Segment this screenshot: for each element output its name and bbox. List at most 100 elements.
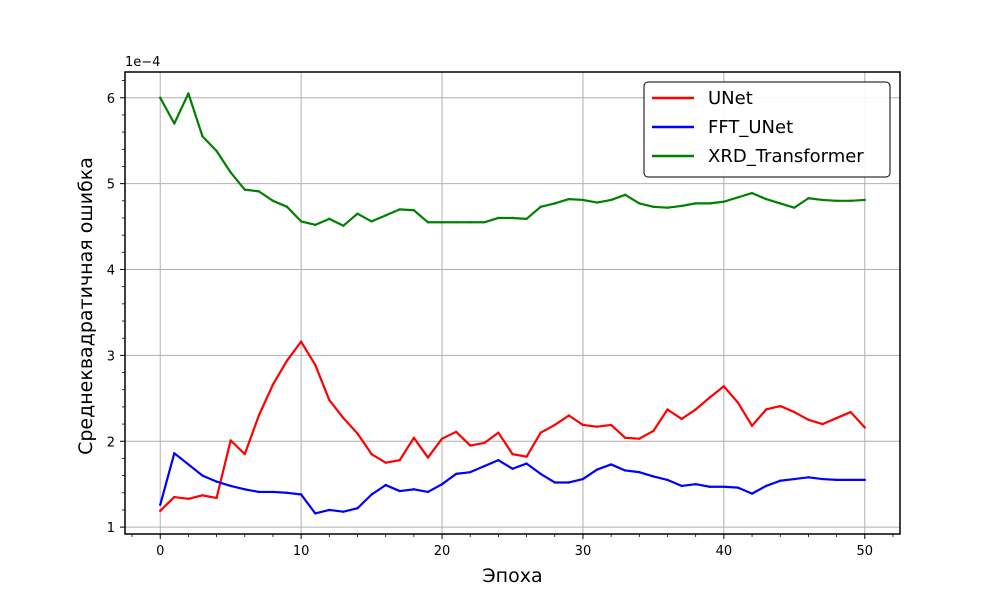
data-point-xrd-transformer xyxy=(722,200,726,203)
data-point-xrd-transformer xyxy=(201,135,204,138)
y-tick-label: 4 xyxy=(107,264,115,279)
data-point-xrd-transformer xyxy=(398,208,401,211)
data-point-unet xyxy=(539,431,542,434)
data-point-fft-unet xyxy=(342,510,345,513)
data-point-fft-unet xyxy=(609,463,613,466)
data-point-unet xyxy=(314,363,317,367)
data-point-fft-unet xyxy=(229,484,232,488)
data-point-xrd-transformer xyxy=(849,199,852,203)
data-point-fft-unet xyxy=(835,478,838,482)
data-point-fft-unet xyxy=(454,472,458,476)
legend-label-unet: UNet xyxy=(708,88,753,109)
x-tick-label: 50 xyxy=(856,544,873,559)
data-point-unet xyxy=(384,461,387,464)
data-point-unet xyxy=(299,340,303,343)
data-point-fft-unet xyxy=(680,484,683,488)
data-point-unet xyxy=(370,452,373,456)
data-point-xrd-transformer xyxy=(426,221,430,224)
x-tick-label: 10 xyxy=(293,544,310,559)
x-tick-label: 40 xyxy=(716,544,733,559)
legend-box xyxy=(643,81,891,178)
data-point-unet xyxy=(779,404,782,408)
data-point-xrd-transformer xyxy=(624,193,627,196)
y-axis-title: Среднеквадратичная ошибка xyxy=(75,157,97,455)
data-point-xrd-transformer xyxy=(483,221,486,224)
x-tick-label: 0 xyxy=(156,544,164,559)
data-point-xrd-transformer xyxy=(285,205,289,209)
data-point-xrd-transformer xyxy=(638,202,641,205)
data-point-fft-unet xyxy=(469,470,472,474)
data-point-fft-unet xyxy=(187,463,190,466)
data-point-xrd-transformer xyxy=(708,202,711,205)
data-point-unet xyxy=(201,494,204,497)
data-point-fft-unet xyxy=(652,475,655,478)
data-point-fft-unet xyxy=(483,464,486,468)
data-point-unet xyxy=(553,423,556,427)
data-point-fft-unet xyxy=(257,490,261,494)
x-tick-label: 30 xyxy=(575,544,592,559)
series-line-unet xyxy=(159,340,866,512)
data-point-unet xyxy=(187,497,190,500)
x-axis-title: Эпоха xyxy=(482,565,542,587)
data-point-unet xyxy=(328,398,331,402)
data-point-xrd-transformer xyxy=(370,220,373,223)
data-point-xrd-transformer xyxy=(187,92,190,95)
data-point-unet xyxy=(215,496,218,500)
data-point-xrd-transformer xyxy=(271,199,275,203)
data-point-xrd-transformer xyxy=(454,221,458,224)
data-point-xrd-transformer xyxy=(299,220,303,223)
data-point-fft-unet xyxy=(285,491,289,494)
data-point-fft-unet xyxy=(764,484,768,488)
data-point-fft-unet xyxy=(595,468,599,471)
data-point-xrd-transformer xyxy=(835,199,838,203)
data-point-xrd-transformer xyxy=(793,206,796,209)
data-point-unet xyxy=(285,359,289,362)
data-point-xrd-transformer xyxy=(581,198,585,202)
legend-label-xrd-transformer: XRD_Transformer xyxy=(708,146,864,167)
data-point-fft-unet xyxy=(624,469,627,472)
data-point-unet xyxy=(525,455,528,458)
data-point-xrd-transformer xyxy=(764,197,768,201)
data-point-fft-unet xyxy=(638,470,641,474)
data-point-xrd-transformer xyxy=(342,224,345,227)
data-point-unet xyxy=(638,437,641,440)
data-point-unet xyxy=(863,426,866,429)
data-point-fft-unet xyxy=(736,486,740,489)
data-point-fft-unet xyxy=(750,492,754,495)
data-point-unet xyxy=(356,432,359,435)
data-point-unet xyxy=(680,417,683,421)
data-point-unet xyxy=(483,441,486,445)
data-point-xrd-transformer xyxy=(257,190,261,193)
data-point-fft-unet xyxy=(426,490,430,494)
data-point-xrd-transformer xyxy=(469,221,472,224)
series-lines xyxy=(159,92,866,515)
data-point-fft-unet xyxy=(722,485,726,488)
data-point-fft-unet xyxy=(271,490,275,494)
data-point-unet xyxy=(469,444,472,447)
legend-label-fft-unet: FFT_UNet xyxy=(708,117,793,138)
data-point-fft-unet xyxy=(412,488,416,491)
y-tick-label: 5 xyxy=(107,178,115,193)
data-point-fft-unet xyxy=(708,485,711,488)
data-point-unet xyxy=(849,410,852,414)
y-tick-label: 6 xyxy=(107,92,115,107)
data-point-xrd-transformer xyxy=(539,205,542,209)
data-point-xrd-transformer xyxy=(750,191,754,195)
data-point-unet xyxy=(511,452,514,456)
data-point-xrd-transformer xyxy=(694,202,697,205)
data-point-unet xyxy=(440,437,444,440)
data-point-unet xyxy=(398,458,401,462)
data-point-fft-unet xyxy=(398,489,401,493)
data-point-xrd-transformer xyxy=(412,209,416,212)
data-point-xrd-transformer xyxy=(821,198,824,202)
data-point-fft-unet xyxy=(215,480,218,483)
data-point-unet xyxy=(722,385,726,388)
data-point-unet xyxy=(454,430,458,434)
axis-ticks: 0 10 20 30 40 50 1 2 3 4 5 6 xyxy=(107,80,894,559)
data-point-unet xyxy=(624,436,627,440)
data-point-fft-unet xyxy=(159,503,162,507)
legend: UNet FFT_UNet XRD_Transformer xyxy=(643,81,891,178)
data-point-unet xyxy=(581,423,585,427)
data-point-xrd-transformer xyxy=(863,198,866,202)
data-point-unet xyxy=(243,452,246,456)
